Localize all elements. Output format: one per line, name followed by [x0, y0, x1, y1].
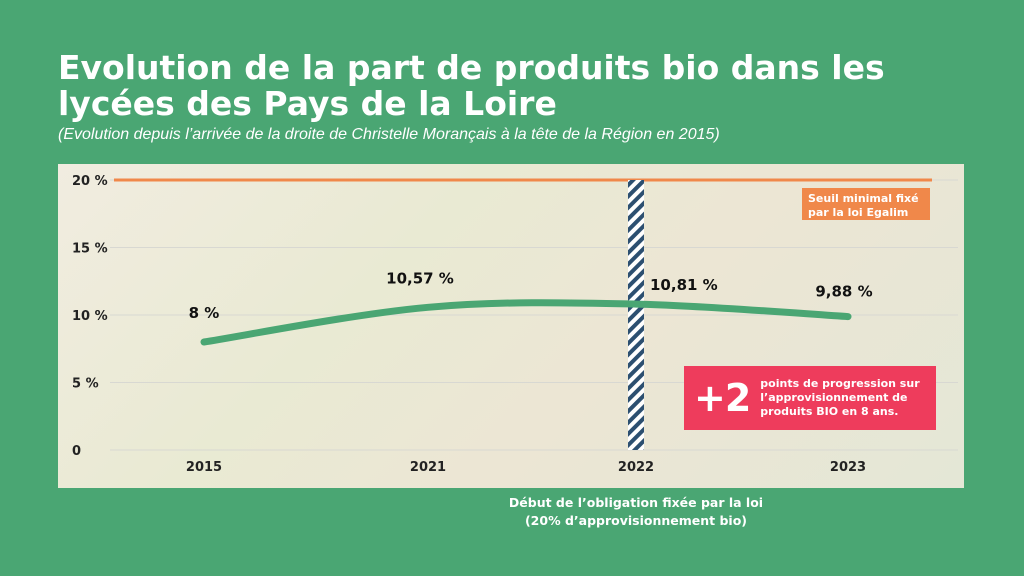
chart-panel: 0 5 % 10 % 15 % 20 % 2015 2021 2022 2023 8 % 10,… [58, 164, 964, 488]
callout-text: points de progression sur l’approvisionn… [760, 377, 920, 418]
series-line [200, 299, 852, 346]
chart-subtitle: (Evolution depuis l’arrivée de la droite… [58, 126, 720, 143]
y-tick-label: 5 % [72, 377, 99, 392]
data-label: 9,88 % [815, 283, 872, 301]
data-label: 8 % [189, 304, 220, 322]
data-label: 10,57 % [386, 269, 454, 287]
x-tick-label: 2021 [410, 460, 446, 475]
marker-annotation: Début de l’obligation fixée par la loi (… [508, 495, 764, 528]
y-tick-label: 15 % [72, 242, 108, 257]
data-label: 10,81 % [650, 276, 718, 294]
x-tick-label: 2023 [830, 460, 866, 475]
chart-title: Evolution de la part de produits bio dan… [58, 48, 885, 123]
x-tick-label: 2015 [186, 460, 222, 475]
progress-callout: +2 points de progression sur l’approvisi… [684, 366, 936, 430]
threshold-label: Seuil minimal fixé par la loi Egalim [802, 188, 930, 220]
x-tick-label: 2022 [618, 460, 654, 475]
y-tick-label: 20 % [72, 174, 108, 189]
obligation-marker-bar [628, 180, 644, 450]
y-tick-label: 0 [72, 444, 81, 459]
y-tick-label: 10 % [72, 309, 108, 324]
line-chart: 0 5 % 10 % 15 % 20 % 2015 2021 2022 2023 8 % 10,… [72, 174, 958, 475]
callout-value: +2 [694, 376, 751, 420]
